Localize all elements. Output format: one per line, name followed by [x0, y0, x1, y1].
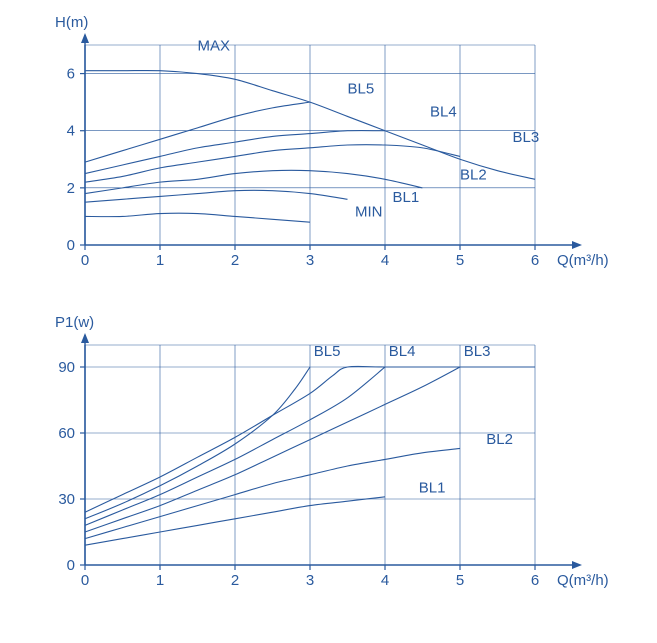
series-label-BL1: BL1	[419, 479, 446, 496]
x-tick-label: 4	[381, 572, 389, 589]
x-axis-label: Q(m³/h)	[557, 252, 609, 269]
head-flow-chart: 0 1 2 3 4 5 6 0 2 4 6 H(m) Q(m³/h) MAX BL5 BL4 BL3 BL2 BL1…	[0, 0, 657, 300]
series-label-BL2: BL2	[460, 166, 487, 183]
y-axis-label: P1(w)	[55, 314, 94, 331]
x-tick-label: 1	[156, 572, 164, 589]
series-BL3	[85, 145, 460, 182]
x-tick-label: 1	[156, 252, 164, 269]
series-label-MIN: MIN	[355, 203, 383, 220]
y-tick-label: 4	[67, 123, 75, 140]
x-tick-label: 6	[531, 572, 539, 589]
x-tick-label: 3	[306, 252, 314, 269]
series-label-BL3: BL3	[464, 343, 491, 360]
power-flow-chart: 01234560306090P1(w)Q(m³/h)BL5BL4BL3BL2BL…	[0, 300, 657, 643]
x-tick-label: 4	[381, 252, 389, 269]
x-tick-label: 2	[231, 252, 239, 269]
series-label-BL5: BL5	[348, 81, 375, 98]
series-BL5	[85, 102, 310, 162]
y-tick-label: 0	[67, 557, 75, 574]
x-tick-label: 6	[531, 252, 539, 269]
x-tick-label: 0	[81, 572, 89, 589]
x-tick-label: 5	[456, 572, 464, 589]
series-label-BL3: BL3	[513, 129, 540, 146]
series-label-BL5: BL5	[314, 343, 341, 360]
series-label-BL1: BL1	[393, 189, 420, 206]
series-label-BL2: BL2	[486, 431, 513, 448]
series-BL2	[85, 448, 460, 538]
y-tick-label: 90	[58, 359, 75, 376]
y-tick-label: 2	[67, 180, 75, 197]
series-BL3	[85, 367, 460, 532]
series-label-BL4: BL4	[430, 103, 457, 120]
y-tick-label: 30	[58, 491, 75, 508]
y-tick-label: 0	[67, 237, 75, 254]
page: 01234560246H(m)Q(m³/h)MAXBL5BL4BL3BL2BL1…	[0, 0, 657, 643]
x-tick-label: 3	[306, 572, 314, 589]
x-tick-label: 0	[81, 252, 89, 269]
series-MIN	[85, 213, 310, 222]
y-tick-label: 6	[67, 66, 75, 83]
series-label-BL4: BL4	[389, 343, 416, 360]
series-label-MAX: MAX	[198, 38, 231, 55]
series-BL1	[85, 190, 348, 202]
y-axis-label: H(m)	[55, 14, 88, 31]
y-tick-label: 60	[58, 425, 75, 442]
x-tick-label: 2	[231, 572, 239, 589]
x-tick-label: 5	[456, 252, 464, 269]
x-axis-label: Q(m³/h)	[557, 572, 609, 589]
